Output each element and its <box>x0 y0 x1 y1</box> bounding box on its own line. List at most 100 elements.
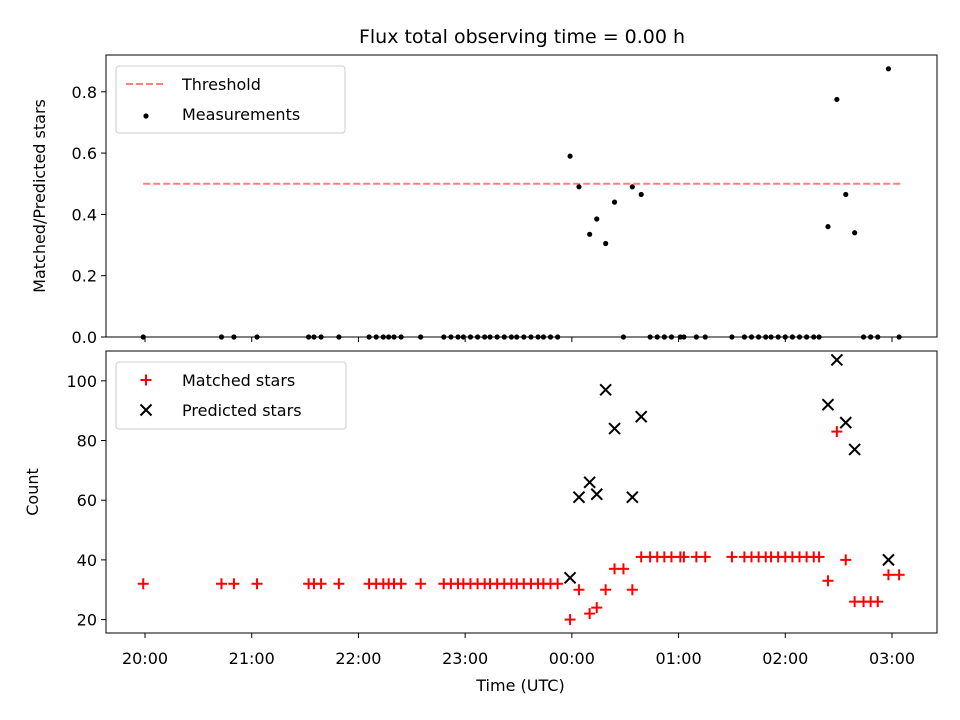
measurement-point <box>140 334 146 340</box>
measurement-point <box>816 334 822 340</box>
y-tick-label: 0.8 <box>72 83 97 102</box>
measurement-point <box>796 334 803 340</box>
measurement-point <box>501 334 507 340</box>
matched-star-point <box>584 608 596 620</box>
measurement-point <box>885 66 892 72</box>
matched-star-point <box>215 578 227 590</box>
measurement-point <box>380 334 386 340</box>
measurement-point <box>467 334 474 340</box>
predicted-star-point <box>583 476 596 489</box>
predicted-star-point <box>572 491 586 504</box>
predicted-star-point <box>635 410 648 423</box>
legend-box <box>115 65 346 134</box>
measurement-point <box>254 334 260 340</box>
matched-star-point <box>315 578 327 590</box>
measurement-point <box>875 334 881 340</box>
y-tick-label: 20 <box>77 611 97 630</box>
legend-box <box>115 361 347 430</box>
matched-star-point <box>678 551 690 563</box>
y-axis-label: Matched/Predicted stars <box>30 99 49 293</box>
matched-star-point <box>415 578 427 590</box>
matched-star-point <box>699 551 711 563</box>
x-tick-label: 01:00 <box>656 649 702 668</box>
measurement-point <box>567 153 573 159</box>
matched-star-point <box>251 578 263 590</box>
measurement-point <box>448 334 454 340</box>
measurement-point <box>306 334 312 340</box>
measurement-point <box>789 334 796 340</box>
y-tick-label: 0.6 <box>72 144 97 163</box>
predicted-star-point <box>821 398 835 411</box>
measurement-point <box>398 334 404 340</box>
measurement-point <box>834 96 840 103</box>
predicted-star-point <box>848 443 861 456</box>
legend-label: Matched stars <box>182 371 295 390</box>
legend-label: Threshold <box>181 75 261 94</box>
measurement-point <box>373 334 379 340</box>
measurement-point <box>603 240 609 247</box>
measurement-point <box>768 334 774 340</box>
y-tick-label: 60 <box>77 491 97 510</box>
measurement-point <box>482 334 488 340</box>
legend-label: Measurements <box>182 105 300 124</box>
predicted-star-point <box>839 416 852 429</box>
measurement-point <box>336 334 342 340</box>
measurement-point <box>311 334 317 340</box>
y-tick-label: 0.2 <box>72 267 97 286</box>
predicted-star-point <box>563 571 577 585</box>
measurement-point <box>868 334 874 340</box>
matched-star-point <box>893 569 905 581</box>
matched-star-point <box>813 551 825 563</box>
measurement-point <box>487 334 493 340</box>
legend-label: Predicted stars <box>182 401 302 420</box>
matched-star-point <box>600 584 612 596</box>
measurement-point <box>782 334 788 340</box>
bottom-panel-count-plot: 20 40 60 80 100 20:00 21:00 22:00 23:00 00:00 01:0… <box>23 350 938 695</box>
measurement-point <box>654 334 660 340</box>
measurement-point <box>843 191 849 198</box>
measurement-point <box>594 216 600 222</box>
plot-frame <box>105 350 938 634</box>
measurement-point <box>535 334 541 340</box>
x-tick-label: 02:00 <box>762 649 808 668</box>
x-tick-label: 00:00 <box>549 649 595 668</box>
matched-star-point <box>137 578 149 590</box>
measurement-point <box>748 334 755 340</box>
predicted-star-point <box>882 553 895 567</box>
y-tick-label: 0.4 <box>72 205 97 224</box>
matched-star-point <box>564 614 576 626</box>
x-tick-label: 21:00 <box>229 649 275 668</box>
y-tick-label: 80 <box>77 432 97 451</box>
measurement-point <box>547 334 554 340</box>
matched-star-point <box>840 554 852 566</box>
measurement-point <box>677 334 683 340</box>
legend-predicted-swatch <box>139 403 153 417</box>
matched-star-point <box>626 584 638 596</box>
measurement-point <box>763 334 769 340</box>
matched-star-point <box>591 602 603 614</box>
measurement-point <box>540 334 547 340</box>
measurement-point <box>756 334 762 340</box>
matched-star-point <box>831 426 843 438</box>
measurement-point <box>804 334 810 340</box>
measurement-point <box>629 184 635 190</box>
predicted-star-point <box>830 353 844 367</box>
measurement-point <box>521 334 527 340</box>
matched-star-point <box>395 578 407 590</box>
matched-star-point <box>726 551 738 563</box>
measurement-point <box>661 334 667 340</box>
x-tick-label: 23:00 <box>442 649 488 668</box>
measurement-point <box>514 334 520 340</box>
measurement-point <box>508 334 514 340</box>
measurement-point <box>860 334 867 340</box>
measurement-point <box>668 334 675 340</box>
matched-star-point <box>552 578 564 590</box>
measurement-point <box>555 334 561 340</box>
measurement-point <box>386 334 392 340</box>
measurement-point <box>366 334 372 340</box>
matched-star-point <box>822 575 834 587</box>
x-axis-label: Time (UTC) <box>475 676 564 695</box>
matched-star-point <box>573 584 585 596</box>
measurement-point <box>231 334 237 340</box>
